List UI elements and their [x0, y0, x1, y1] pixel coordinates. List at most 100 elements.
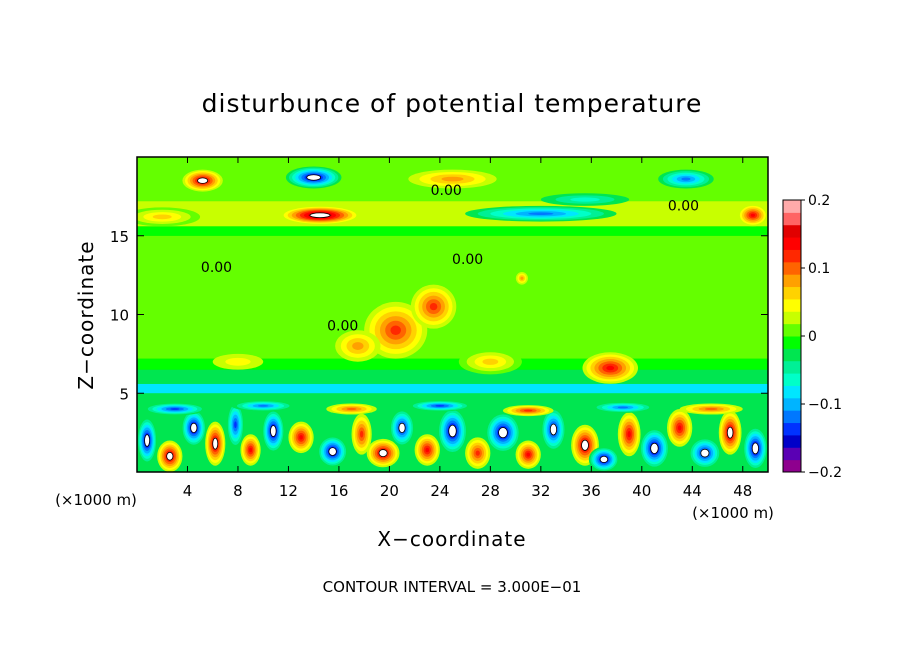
heatmap-feature	[667, 409, 693, 447]
colorbar-labels: 0.2 0.1 0 −0.1 −0.2	[801, 193, 842, 481]
x-unit-right: (×1000 m)	[692, 504, 774, 522]
heatmap-feature	[326, 403, 377, 415]
x-tick-label: 16	[329, 482, 348, 500]
heatmap-level	[435, 405, 445, 407]
heatmap-feature	[279, 205, 361, 225]
heatmap-level	[441, 176, 464, 182]
heatmap-peak	[498, 427, 508, 439]
heatmap-features	[137, 166, 768, 472]
heatmap-feature	[485, 412, 521, 454]
heatmap-peak	[306, 174, 322, 181]
y-axis-label: Z−coordinate	[74, 240, 98, 389]
heatmap-feature	[465, 437, 491, 469]
colorbar-swatch	[783, 298, 801, 312]
x-tick-label: 44	[683, 482, 702, 500]
heatmap-level	[750, 213, 756, 217]
x-unit-left: (×1000 m)	[55, 491, 137, 509]
contour-label: 0.00	[452, 252, 483, 268]
heatmap-peak	[166, 451, 174, 461]
heatmap-peak	[726, 426, 734, 439]
x-tick-label: 12	[279, 482, 298, 500]
heatmap-feature	[181, 409, 207, 447]
heatmap-feature	[317, 435, 348, 468]
x-axis-label: X−coordinate	[377, 527, 526, 551]
colorbar-swatch	[783, 447, 801, 461]
heatmap-peak	[599, 455, 609, 463]
contour-label: 0.00	[668, 199, 699, 215]
colorbar-swatch	[783, 410, 801, 424]
heatmap-peak	[700, 448, 710, 458]
heatmap-peak	[190, 422, 198, 434]
colorbar-tick-label: 0.2	[808, 193, 830, 209]
heatmap-feature	[458, 349, 522, 375]
colorbar	[782, 199, 802, 473]
heatmap-feature	[143, 402, 207, 416]
heatmap-feature	[437, 407, 468, 455]
heatmap-level	[352, 342, 364, 350]
heatmap-feature	[465, 205, 617, 222]
heatmap-level	[257, 404, 269, 407]
x-tick-label: 36	[582, 482, 601, 500]
heatmap-feature	[389, 409, 415, 447]
contour-label: 0.00	[431, 183, 462, 199]
heatmap-level	[677, 425, 682, 431]
heatmap-feature	[742, 426, 768, 471]
colorbar-swatch	[783, 249, 801, 263]
heatmap-feature	[240, 434, 261, 466]
colorbar-tick-label: −0.1	[808, 397, 842, 413]
heatmap-feature	[718, 410, 742, 455]
heatmap-feature	[226, 401, 245, 449]
colorbar-swatch	[783, 360, 801, 374]
heatmap-feature	[679, 403, 743, 415]
heatmap-level	[429, 302, 438, 311]
heatmap-feature	[137, 207, 201, 227]
heatmap-feature	[137, 416, 158, 465]
heatmap-feature	[591, 401, 655, 413]
heatmap-level	[234, 421, 237, 429]
x-tick-label: 40	[632, 482, 651, 500]
colorbar-swatch	[783, 422, 801, 436]
colorbar-swatch	[783, 224, 801, 238]
value-band	[137, 226, 768, 236]
y-tick-label: 5	[119, 385, 129, 403]
heatmap-peak	[212, 437, 219, 450]
value-band	[137, 369, 768, 384]
heatmap-feature	[212, 353, 264, 370]
heatmap-feature	[540, 407, 567, 452]
heatmap-peak	[144, 434, 151, 447]
heatmap-peak	[448, 424, 457, 438]
colorbar-swatch	[783, 274, 801, 288]
colorbar-swatch	[783, 212, 801, 226]
heatmap-level	[681, 177, 691, 181]
heatmap-feature	[182, 169, 223, 192]
y-tick-label: 10	[110, 307, 129, 325]
value-band	[137, 358, 768, 370]
heatmap-level	[346, 407, 357, 411]
x-tick-label: 24	[430, 482, 449, 500]
heatmap-level	[617, 406, 629, 409]
y-axis-ticks: 5 10 15	[110, 228, 768, 403]
colorbar-swatch	[783, 348, 801, 362]
heatmap-level	[225, 357, 251, 366]
heatmap-feature	[737, 204, 768, 227]
heatmap-level	[524, 409, 533, 412]
heatmap-feature	[261, 409, 285, 454]
x-tick-label: 20	[380, 482, 399, 500]
x-tick-label: 28	[481, 482, 500, 500]
colorbar-swatch	[783, 286, 801, 300]
heatmap-level	[359, 430, 364, 438]
chart-title: disturbunce of potential temperature	[202, 89, 703, 118]
contour-label: 0.00	[327, 318, 358, 334]
value-band	[137, 383, 768, 394]
heatmap-feature	[205, 421, 226, 466]
heatmap-level	[526, 452, 531, 457]
heatmap-peak	[270, 425, 277, 437]
heatmap-level	[249, 447, 253, 453]
heatmap-feature	[540, 193, 630, 206]
heatmap-peak	[309, 212, 331, 219]
heatmap-level	[704, 407, 718, 411]
heatmap-feature	[582, 352, 639, 384]
colorbar-tick-label: 0	[808, 329, 817, 345]
